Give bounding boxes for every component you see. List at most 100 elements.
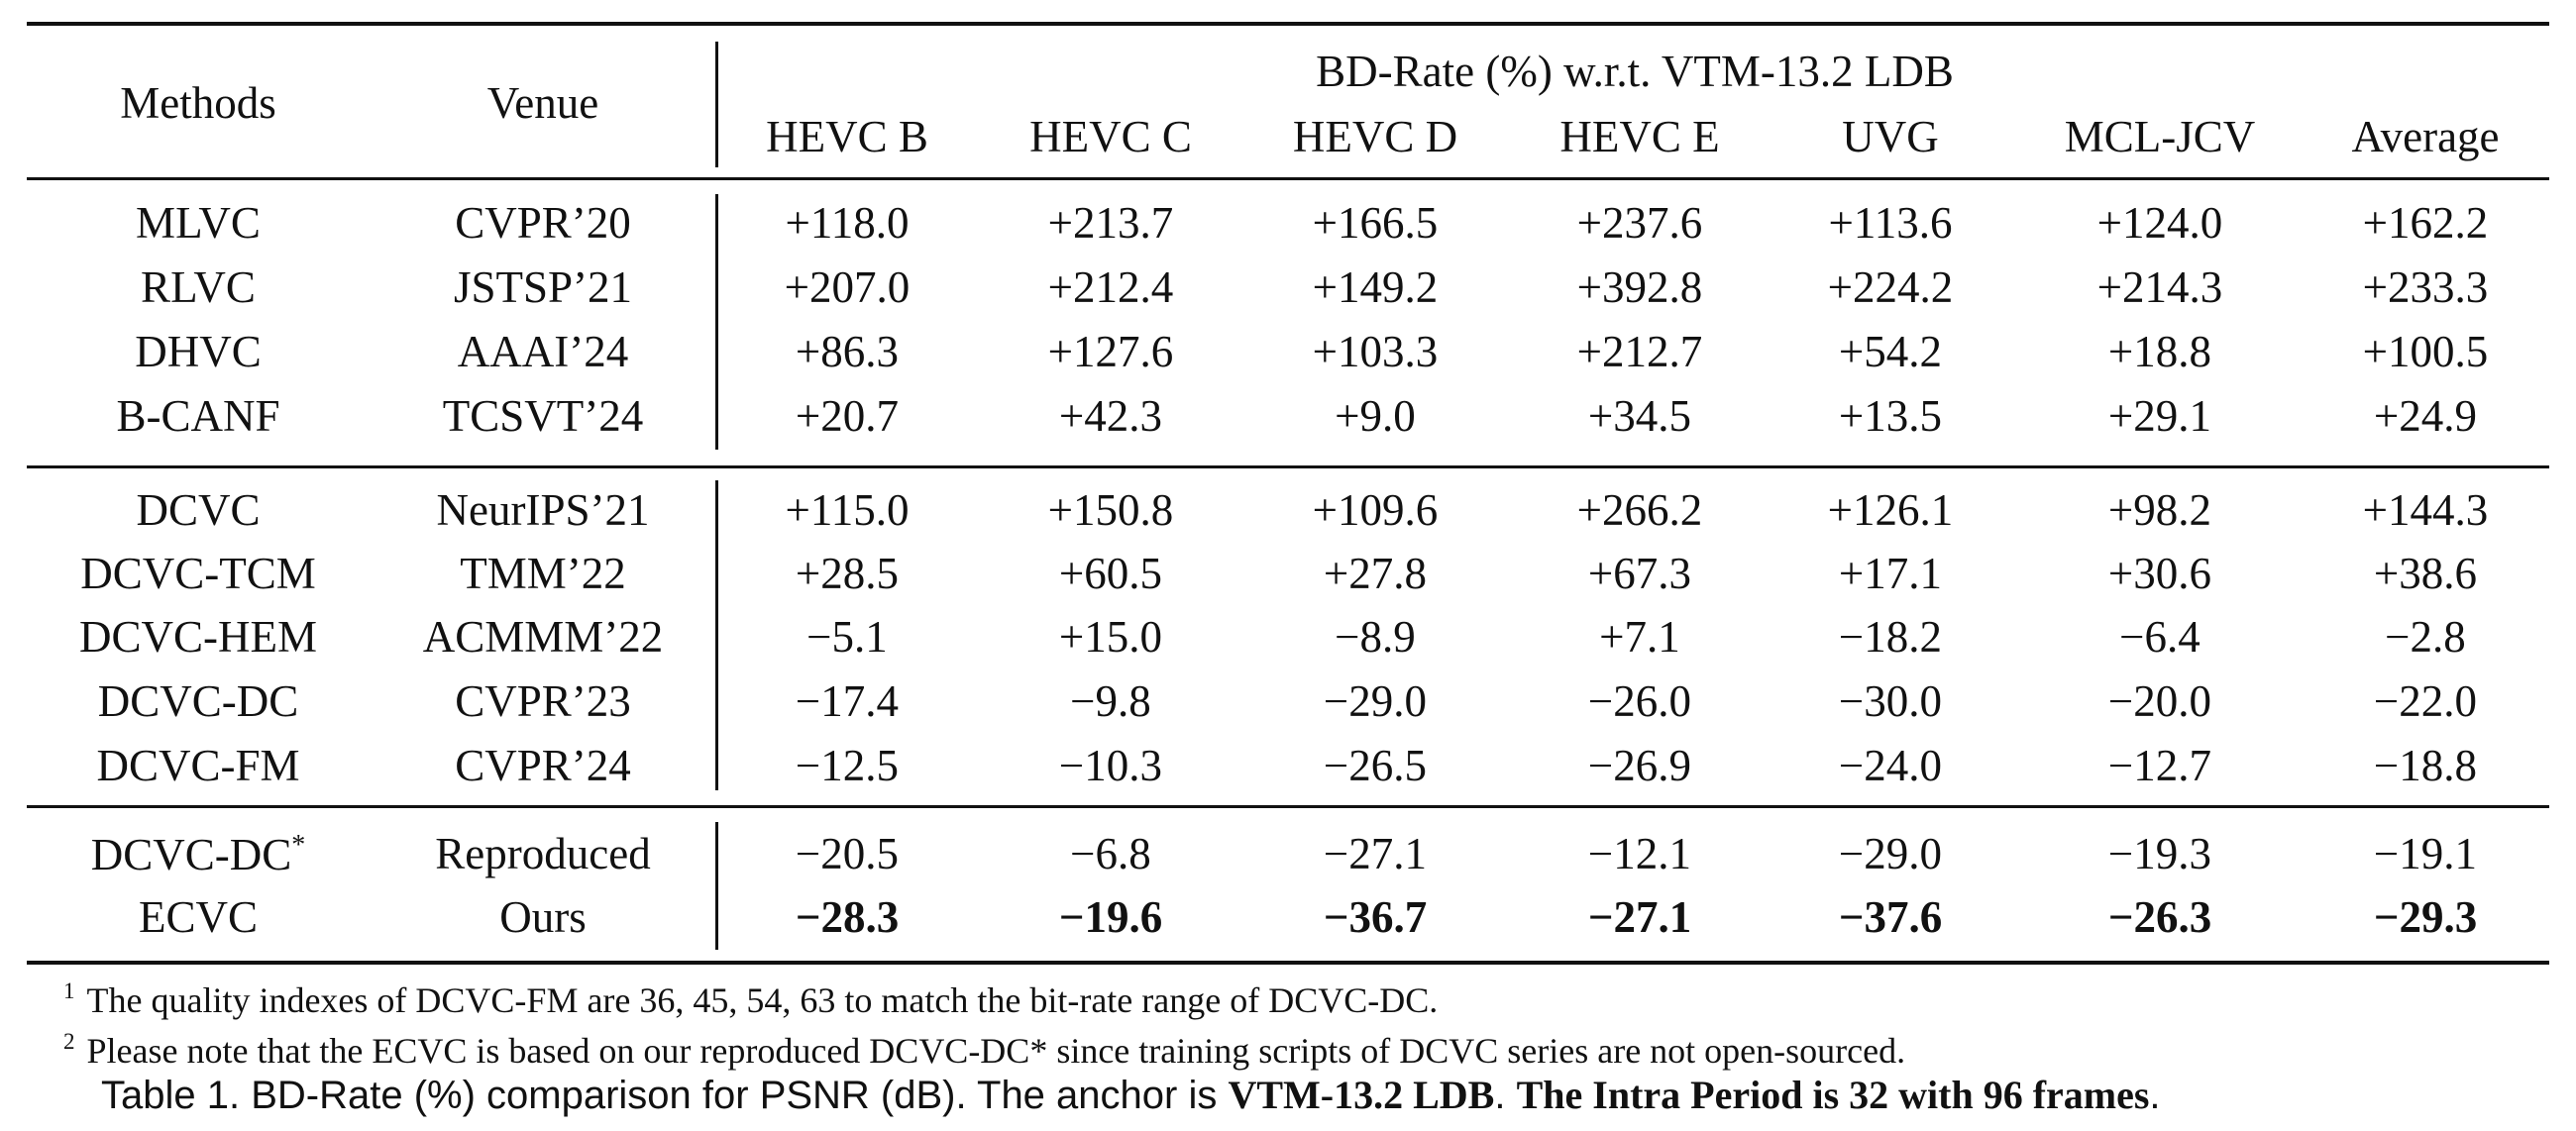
bd-rate-value: −5.1 <box>806 612 888 662</box>
bd-rate-value: +115.0 <box>785 485 910 535</box>
group3-vertical-rule <box>715 822 718 950</box>
venue-name: CVPR’23 <box>455 676 631 726</box>
bd-rate-value: −18.8 <box>2373 741 2478 790</box>
bd-rate-value: +28.5 <box>795 549 900 598</box>
bd-rate-value: +392.8 <box>1576 262 1703 312</box>
bd-rate-value: +212.4 <box>1047 262 1174 312</box>
group2-bottom-rule <box>27 805 2549 808</box>
bd-rate-value: +162.2 <box>2362 198 2489 248</box>
bd-rate-value: +266.2 <box>1576 485 1703 535</box>
bd-rate-value: +127.6 <box>1047 327 1174 376</box>
bd-rate-value: +126.1 <box>1827 485 1954 535</box>
footnote-1-text: The quality indexes of DCVC-FM are 36, 4… <box>86 980 1439 1020</box>
bd-rate-value: +124.0 <box>2096 198 2223 248</box>
venue-name: CVPR’20 <box>455 198 631 248</box>
column-header: Average <box>2351 112 2500 161</box>
reproduced-asterisk: * <box>291 830 306 861</box>
bd-rate-value: −36.7 <box>1323 892 1428 942</box>
venue-name: NeurIPS’21 <box>436 485 650 535</box>
bd-rate-value: −19.1 <box>2373 829 2478 878</box>
header-vertical-rule <box>715 42 718 167</box>
bd-rate-value: −26.5 <box>1323 741 1428 790</box>
footnote-1: 1 The quality indexes of DCVC-FM are 36, … <box>63 979 1439 1020</box>
bd-rate-value: −29.3 <box>2373 892 2478 942</box>
method-name: DHVC <box>135 327 262 376</box>
bd-rate-value: +24.9 <box>2373 391 2478 441</box>
bd-rate-value: −17.4 <box>795 676 900 726</box>
header-group-title: BD-Rate (%) w.r.t. VTM-13.2 LDB <box>1316 47 1954 96</box>
bd-rate-value: +233.3 <box>2362 262 2489 312</box>
table-bottom-rule <box>27 961 2549 965</box>
group1-vertical-rule <box>715 194 718 450</box>
method-name: B-CANF <box>116 391 280 441</box>
footnote-2: 2 Please note that the ECVC is based on o… <box>63 1030 1906 1071</box>
method-name: DCVC <box>136 485 261 535</box>
group1-bottom-rule <box>27 465 2549 468</box>
column-header: HEVC D <box>1292 112 1458 161</box>
bd-rate-value: −26.0 <box>1587 676 1692 726</box>
bd-rate-value: −24.0 <box>1838 741 1943 790</box>
bd-rate-value: +98.2 <box>2107 485 2212 535</box>
bd-rate-value: +86.3 <box>795 327 900 376</box>
column-header: MCL-JCV <box>2064 112 2256 161</box>
bd-rate-value: −29.0 <box>1838 829 1943 878</box>
header-bottom-rule <box>27 177 2549 180</box>
column-header: HEVC B <box>766 112 928 161</box>
bd-rate-value: +237.6 <box>1576 198 1703 248</box>
bd-rate-value: +27.8 <box>1323 549 1428 598</box>
bd-rate-value: +42.3 <box>1058 391 1163 441</box>
bd-rate-value: −28.3 <box>795 892 900 942</box>
bd-rate-value: +15.0 <box>1058 612 1163 662</box>
method-name: RLVC <box>141 262 256 312</box>
bd-rate-value: +100.5 <box>2362 327 2489 376</box>
table-top-rule <box>27 22 2549 26</box>
bd-rate-value: −12.5 <box>795 741 900 790</box>
bd-rate-value: +166.5 <box>1312 198 1439 248</box>
bd-rate-value: −20.5 <box>795 829 900 878</box>
caption-suffix: . <box>2149 1074 2161 1117</box>
bd-rate-value: +103.3 <box>1312 327 1439 376</box>
caption-intra-period: The Intra Period is 32 with 96 frames <box>1516 1073 2150 1117</box>
group2-vertical-rule <box>715 480 718 790</box>
table-caption: Table 1. BD-Rate (%) comparison for PSNR… <box>101 1073 2161 1117</box>
footnote-2-text: Please note that the ECVC is based on ou… <box>86 1031 1906 1071</box>
bd-rate-value: −10.3 <box>1058 741 1163 790</box>
bd-rate-value: −30.0 <box>1838 676 1943 726</box>
caption-anchor: VTM-13.2 LDB <box>1228 1073 1495 1117</box>
bd-rate-value: +214.3 <box>2096 262 2223 312</box>
method-name: DCVC-DC <box>97 676 299 726</box>
bd-rate-value: −8.9 <box>1335 612 1416 662</box>
bd-rate-value: +109.6 <box>1312 485 1439 535</box>
bd-rate-value: +60.5 <box>1058 549 1163 598</box>
bd-rate-value: −22.0 <box>2373 676 2478 726</box>
bd-rate-value: +29.1 <box>2107 391 2212 441</box>
venue-name: TMM’22 <box>460 549 626 598</box>
bd-rate-value: +38.6 <box>2373 549 2478 598</box>
bd-rate-value: +118.0 <box>785 198 910 248</box>
method-name: DCVC-DC* <box>90 830 306 879</box>
bd-rate-value: +113.6 <box>1828 198 1953 248</box>
bd-rate-value: +54.2 <box>1838 327 1943 376</box>
bd-rate-value: +212.7 <box>1576 327 1703 376</box>
bd-rate-value: −27.1 <box>1323 829 1428 878</box>
header-methods: Methods <box>120 78 276 128</box>
bd-rate-value: +13.5 <box>1838 391 1943 441</box>
bd-rate-value: −6.4 <box>2119 612 2200 662</box>
method-name: DCVC-HEM <box>78 612 318 662</box>
venue-name: CVPR’24 <box>455 741 631 790</box>
bd-rate-value: −29.0 <box>1323 676 1428 726</box>
method-name: ECVC <box>138 892 259 942</box>
column-header: HEVC C <box>1029 112 1192 161</box>
venue-name: ACMMM’22 <box>422 612 664 662</box>
footnote-2-mark: 2 <box>63 1029 75 1054</box>
bd-rate-value: −12.7 <box>2107 741 2212 790</box>
bd-rate-value: +150.8 <box>1047 485 1174 535</box>
bd-rate-value: +9.0 <box>1335 391 1416 441</box>
bd-rate-value: +18.8 <box>2107 327 2212 376</box>
caption-prefix: Table 1. BD-Rate (%) comparison for PSNR… <box>101 1074 1229 1117</box>
method-name: MLVC <box>136 198 261 248</box>
bd-rate-value: +144.3 <box>2362 485 2489 535</box>
venue-name: Ours <box>499 892 587 942</box>
column-header: HEVC E <box>1559 112 1720 161</box>
bd-rate-value: +34.5 <box>1587 391 1692 441</box>
